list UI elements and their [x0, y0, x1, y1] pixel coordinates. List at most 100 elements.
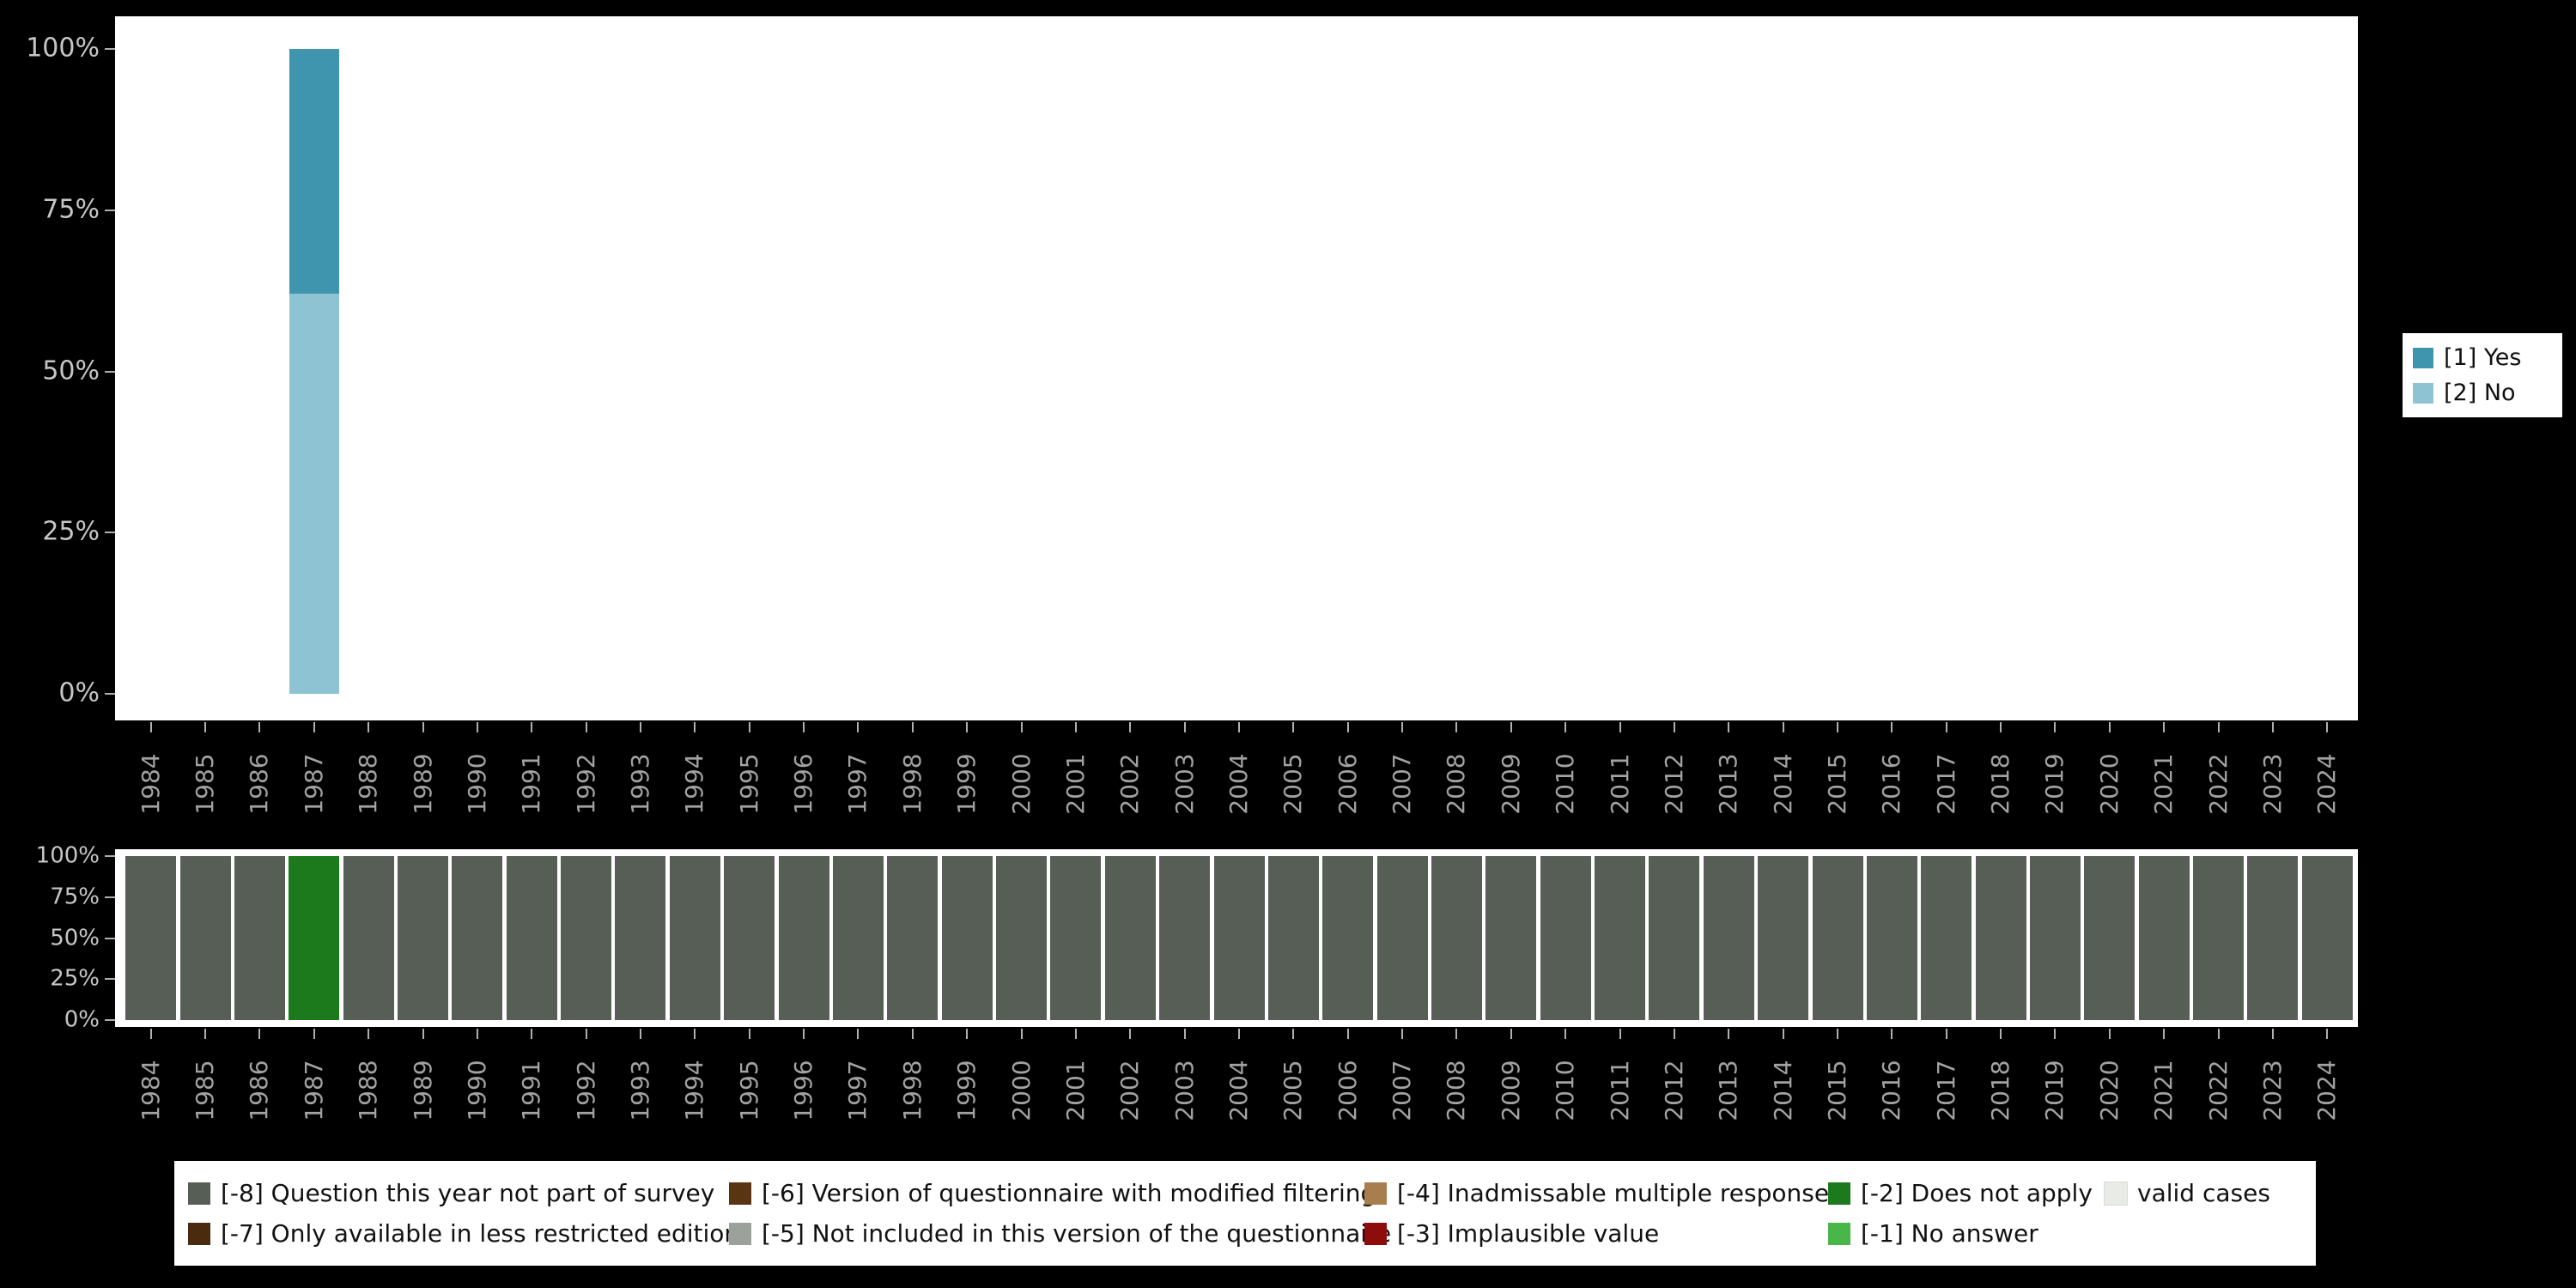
missing-values-bar [234, 856, 285, 1020]
top-x-tick [1401, 722, 1404, 732]
missing-values-bar [1758, 856, 1809, 1020]
bottom-x-axis-label: 2020 [2094, 1060, 2123, 1121]
top-x-tick [2217, 722, 2220, 732]
top-x-tick [1673, 722, 1675, 732]
legend-label: [-4] Inadmissable multiple response [1397, 1179, 1830, 1207]
missing-values-legend: [-8] Question this year not part of surv… [174, 1161, 2316, 1266]
missing-values-bar [1540, 856, 1591, 1020]
bottom-y-tick [105, 937, 115, 939]
bottom-x-tick [531, 1029, 533, 1039]
bottom-x-axis-label: 2016 [1877, 1060, 1906, 1121]
top-y-tick [105, 532, 115, 534]
bottom-x-axis-label: 2014 [1768, 1060, 1797, 1121]
stacked-bar-segment [289, 294, 339, 694]
missing-values-bar [832, 856, 884, 1020]
bottom-y-axis-label: 75% [50, 884, 100, 910]
top-x-tick [1782, 722, 1784, 732]
top-x-axis-label: 2002 [1115, 753, 1145, 815]
legend-swatch-icon [1364, 1222, 1387, 1245]
missing-values-bar [1921, 856, 1972, 1020]
top-x-tick [1891, 722, 1893, 732]
top-x-axis-label: 2001 [1060, 753, 1090, 815]
bottom-x-axis-label: 2001 [1060, 1060, 1090, 1121]
top-x-axis-label: 2023 [2257, 753, 2287, 815]
top-x-axis-label: 2017 [1931, 753, 1960, 815]
top-x-tick [1455, 722, 1458, 732]
missing-values-bar [2193, 856, 2245, 1020]
bottom-x-axis-label: 2005 [1279, 1060, 1308, 1121]
top-x-axis-label: 2016 [1877, 753, 1906, 815]
bottom-x-tick [2054, 1029, 2057, 1039]
top-x-tick [585, 722, 587, 732]
bottom-x-tick [1020, 1029, 1023, 1039]
missing-values-bar [398, 856, 448, 1020]
bottom-x-axis-label: 1999 [952, 1060, 981, 1121]
bottom-x-tick [1837, 1029, 1839, 1039]
top-x-tick [1728, 722, 1730, 732]
legend-label: valid cases [2137, 1179, 2270, 1207]
bottom-x-axis-label: 1989 [408, 1060, 437, 1121]
missing-values-bar [289, 856, 340, 1020]
bottom-x-tick [258, 1029, 261, 1039]
top-x-tick [803, 722, 805, 732]
top-x-axis-label: 2022 [2203, 753, 2233, 815]
bottom-x-axis-label: 2019 [2040, 1060, 2069, 1121]
legend-swatch-icon [1364, 1182, 1387, 1205]
top-x-tick [1837, 722, 1839, 732]
missing-values-bar [1213, 856, 1265, 1020]
legend-item: [-4] Inadmissable multiple response [1364, 1179, 1830, 1207]
top-x-axis-label: 1988 [354, 753, 383, 815]
legend-swatch-icon [2413, 347, 2433, 368]
missing-values-bar [1104, 856, 1156, 1020]
bottom-x-axis-label: 2007 [1388, 1060, 1417, 1121]
missing-values-bar [1050, 856, 1102, 1020]
legend-label: [-2] Does not apply [1861, 1179, 2093, 1207]
missing-values-bar [1703, 856, 1754, 1020]
bottom-x-axis-label: 2008 [1442, 1060, 1471, 1121]
legend-item: [-3] Implausible value [1364, 1219, 1828, 1248]
bottom-x-axis-label: 2009 [1496, 1060, 1525, 1121]
bottom-x-tick [2217, 1029, 2220, 1039]
missing-values-bar [506, 856, 557, 1020]
bottom-x-tick [2326, 1029, 2329, 1039]
missing-values-bar [615, 856, 666, 1020]
bottom-x-axis-label: 1992 [571, 1060, 600, 1121]
top-y-axis-label: 75% [42, 194, 100, 225]
top-y-tick [105, 370, 115, 373]
legend-swatch-icon [1828, 1222, 1850, 1245]
missing-values-bar [724, 856, 775, 1020]
top-x-axis-label: 1993 [625, 753, 654, 815]
top-x-axis-label: 2013 [1714, 753, 1743, 815]
top-x-axis-label: 2006 [1333, 753, 1362, 815]
bottom-x-tick [1782, 1029, 1784, 1039]
bottom-x-axis-label: 2017 [1931, 1060, 1960, 1121]
bottom-x-tick [1891, 1029, 1893, 1039]
bottom-x-tick [1564, 1029, 1567, 1039]
legend-item: [-1] No answer [1828, 1219, 2105, 1248]
bottom-y-tick [105, 896, 115, 898]
missing-values-bar [1595, 856, 1646, 1020]
top-chart-panel [115, 16, 2358, 720]
bottom-y-tick [105, 1019, 115, 1021]
bottom-x-axis-label: 2004 [1224, 1060, 1253, 1121]
missing-values-bar [2029, 856, 2081, 1020]
legend-label: [-1] No answer [1861, 1219, 2038, 1248]
top-x-tick [1020, 722, 1023, 732]
bottom-x-axis-label: 1986 [245, 1060, 274, 1121]
top-x-axis-label: 2000 [1006, 753, 1036, 815]
missing-values-bar [2301, 856, 2353, 1020]
missing-values-bar [2247, 856, 2299, 1020]
bottom-y-axis-label: 50% [50, 924, 100, 951]
top-x-tick [422, 722, 424, 732]
legend-label: [-3] Implausible value [1397, 1219, 1660, 1248]
top-x-tick [2163, 722, 2166, 732]
top-x-axis-label: 2024 [2312, 753, 2342, 815]
missing-values-bar [1649, 856, 1700, 1020]
top-x-axis-label: 2014 [1768, 753, 1797, 815]
legend-item: [-8] Question this year not part of surv… [188, 1179, 729, 1207]
top-x-tick [2054, 722, 2057, 732]
top-x-axis-label: 2005 [1279, 753, 1308, 815]
bottom-x-tick [368, 1029, 370, 1039]
top-x-tick [1945, 722, 1947, 732]
top-x-axis-label: 1985 [191, 753, 220, 815]
